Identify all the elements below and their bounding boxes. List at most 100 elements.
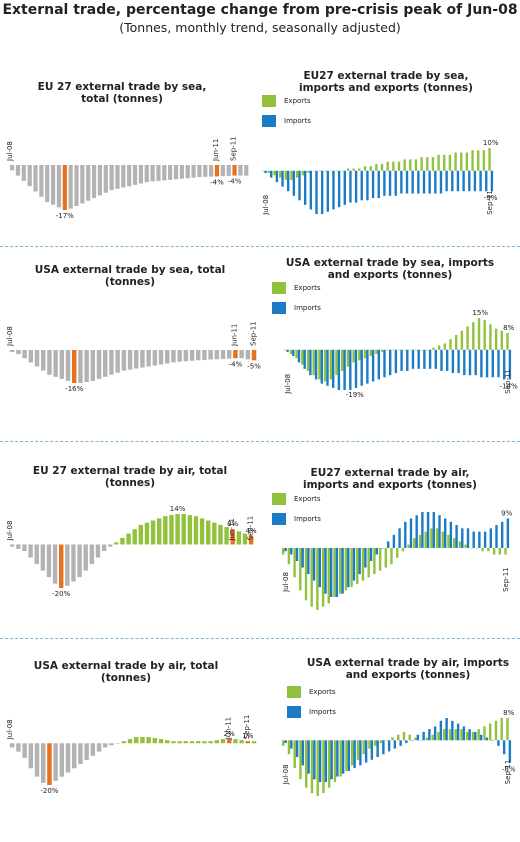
bar (39, 165, 44, 197)
import-bar (387, 740, 391, 752)
bar (108, 544, 113, 547)
export-bar (454, 152, 457, 171)
export-bar (488, 148, 491, 171)
imports-legend-swatch (287, 706, 301, 718)
bar (40, 544, 46, 571)
import-bar (508, 740, 512, 763)
import-bar (489, 528, 492, 548)
export-bar (378, 547, 382, 571)
bar (68, 165, 73, 209)
export-bar (358, 349, 361, 361)
export-bar (449, 339, 452, 350)
bar (248, 535, 254, 545)
export-bar (414, 737, 417, 741)
bar (196, 741, 201, 744)
bar (115, 350, 120, 373)
bar (34, 350, 40, 367)
export-bar (339, 740, 342, 777)
export-bar (282, 547, 285, 555)
bar (156, 165, 161, 181)
export-bar (323, 349, 327, 382)
export-bar (289, 349, 293, 354)
import-bar (422, 731, 425, 741)
export-bar (466, 326, 469, 350)
export-bar (426, 349, 429, 351)
export-bar (352, 349, 355, 363)
bar (144, 165, 149, 183)
import-bar (307, 740, 310, 774)
export-bar (441, 531, 444, 548)
import-bar (392, 534, 396, 548)
import-bar (307, 547, 310, 575)
import-bar (480, 349, 483, 378)
bar (162, 165, 167, 181)
export-bar (287, 547, 291, 565)
chart-title: EU27 external trade by air, imports and e… (303, 467, 477, 491)
bar (10, 165, 15, 171)
import-bar (377, 170, 380, 199)
bar (90, 350, 96, 381)
bar (71, 544, 76, 582)
import-bar (434, 349, 437, 369)
import-bar (399, 740, 402, 746)
import-bar (422, 170, 426, 194)
export-bar (460, 330, 464, 350)
export-bar (316, 740, 319, 796)
export-bar (460, 152, 463, 171)
bar (45, 165, 50, 203)
export-bar (335, 170, 338, 172)
axis-label: Jul-08 (262, 195, 270, 216)
bar (109, 350, 114, 375)
import-bar (292, 170, 296, 196)
export-bar (477, 729, 480, 741)
legend-label: Exports (294, 495, 321, 503)
export-bar (489, 324, 492, 350)
import-bar (428, 349, 432, 369)
bar (28, 743, 34, 769)
import-bar (326, 170, 329, 212)
import-bar (455, 525, 458, 548)
bar (132, 165, 138, 185)
bar (208, 741, 213, 744)
import-bar (375, 547, 378, 555)
data-label: 15% (472, 309, 488, 317)
bar (214, 350, 220, 360)
import-bar (383, 349, 386, 378)
data-label: -14% (500, 382, 518, 390)
export-bar (358, 168, 361, 171)
axis-label: Sep-11 (243, 715, 251, 740)
import-bar (386, 541, 390, 548)
export-bar (293, 547, 296, 578)
export-bar (494, 328, 498, 350)
bar (242, 533, 248, 545)
import-bar (508, 349, 512, 380)
export-bar (310, 547, 313, 607)
data-label: -20% (40, 787, 58, 795)
import-bar (330, 740, 333, 780)
bar (15, 165, 21, 176)
import-bar (500, 521, 504, 548)
import-bar (303, 349, 306, 369)
bar (233, 350, 238, 359)
bar (65, 743, 71, 773)
chart-title: USA external trade by sea, total (tonnes) (35, 264, 226, 288)
export-bar (420, 740, 423, 741)
bar (22, 743, 27, 758)
import-bar (462, 170, 465, 192)
bar (251, 741, 257, 744)
bar (127, 165, 132, 187)
bar (47, 350, 52, 375)
import-bar (483, 531, 487, 548)
import-bar (298, 170, 301, 201)
import-bar (383, 170, 386, 196)
bar (202, 741, 207, 744)
export-bar (500, 330, 503, 350)
import-bar (381, 547, 384, 549)
bar (214, 165, 220, 177)
axis-label: Jul-08 (282, 764, 290, 785)
import-bar (318, 740, 322, 783)
export-bar (443, 729, 446, 741)
bar (134, 737, 139, 744)
export-bar (328, 740, 331, 788)
